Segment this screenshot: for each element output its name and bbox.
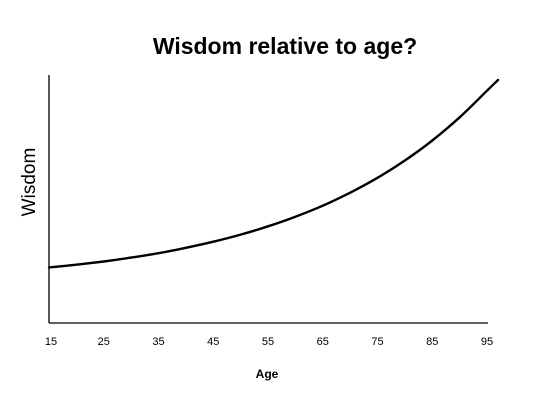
x-tick-label: 45	[207, 336, 219, 348]
x-tick-label: 75	[371, 336, 383, 348]
x-tick-label: 65	[317, 336, 329, 348]
y-axis-label: Wisdom	[19, 148, 40, 217]
x-tick-label: 95	[481, 336, 493, 348]
series-line	[47, 78, 500, 269]
x-tick-label: 25	[98, 336, 110, 348]
x-axis-label: Age	[256, 367, 279, 381]
x-tick-label: 55	[262, 336, 274, 348]
chart-title: Wisdom relative to age?	[153, 33, 417, 59]
x-tick-label: 85	[426, 336, 438, 348]
x-tick-label: 35	[152, 336, 164, 348]
x-tick-label: 15	[45, 336, 57, 348]
x-tick-labels: 15 25 35 45 55 65 75 85 95	[45, 336, 493, 348]
